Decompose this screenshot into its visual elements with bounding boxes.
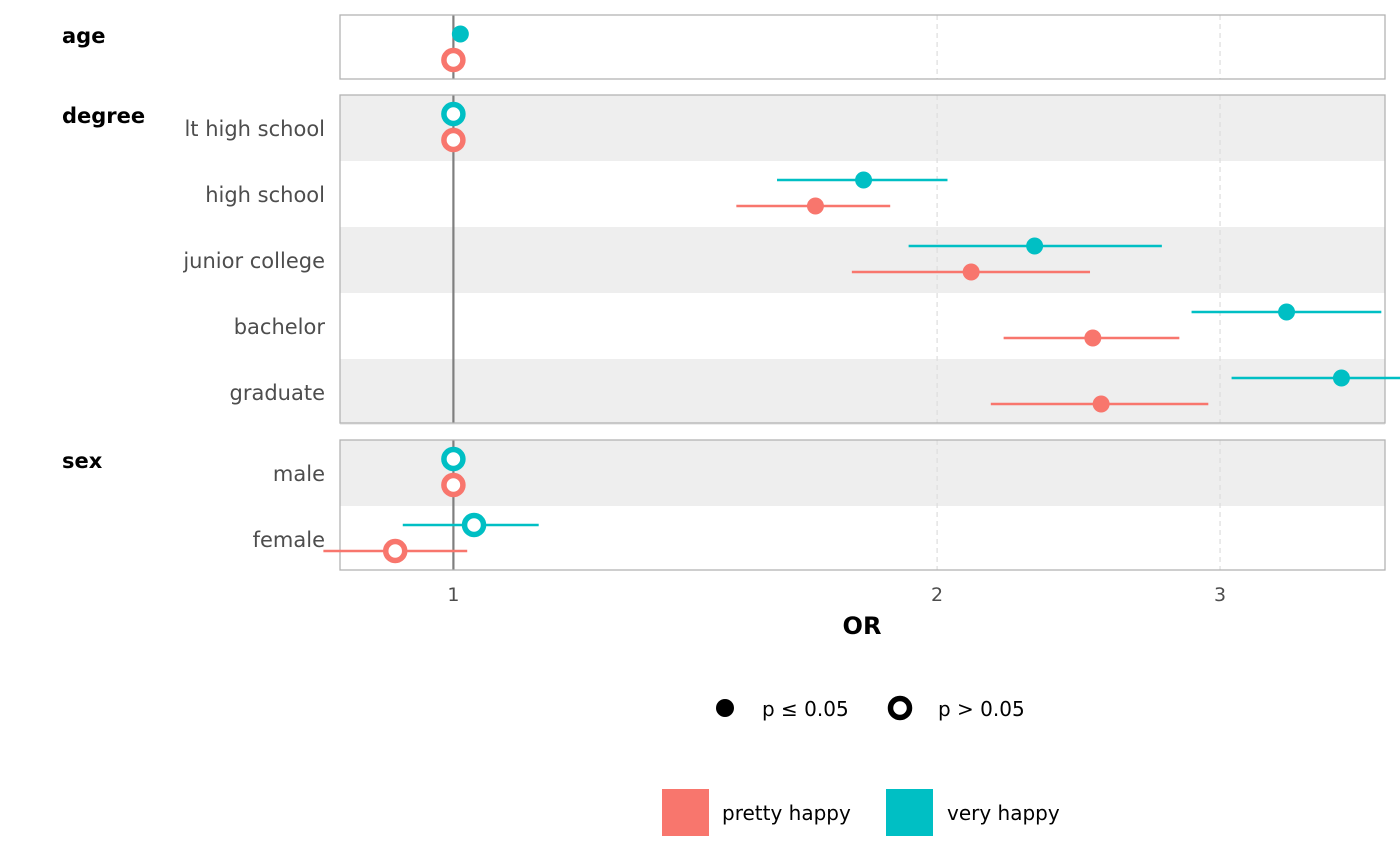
row-stripe xyxy=(340,95,1385,161)
row-stripe xyxy=(340,440,1385,506)
panel-border xyxy=(339,94,1386,424)
point-age-pretty-happy xyxy=(441,47,466,73)
x-tick-label: 1 xyxy=(447,584,459,606)
x-axis: OR 1 2 3 xyxy=(447,584,1226,640)
point-filled xyxy=(1092,395,1110,413)
point-degree-graduate-pretty-happy xyxy=(990,395,1209,413)
row-stripe xyxy=(340,227,1385,293)
x-tick-label: 2 xyxy=(931,584,943,606)
point-open xyxy=(441,127,466,153)
point-open xyxy=(441,446,466,472)
shape-legend-label: p > 0.05 xyxy=(938,697,1025,721)
point-filled xyxy=(962,263,980,281)
panel-degree: degree lt high school high school junior co… xyxy=(62,94,1386,425)
panel-age: age xyxy=(62,14,1386,80)
point-sex-female-very-happy xyxy=(402,512,539,538)
variable-label: sex xyxy=(62,449,103,473)
color-legend-label: very happy xyxy=(947,801,1060,825)
point-sex-male-very-happy xyxy=(441,446,466,472)
point-filled xyxy=(1084,329,1102,347)
color-legend-label: pretty happy xyxy=(722,801,851,825)
level-label: high school xyxy=(205,183,325,207)
panel-border xyxy=(339,14,1386,80)
row-stripe xyxy=(340,359,1385,425)
point-open xyxy=(441,47,466,73)
plot-marks xyxy=(323,25,1400,564)
panel-sex: sex male female xyxy=(62,439,1386,571)
point-sex-female-pretty-happy xyxy=(323,538,468,564)
point-degree-junior-college-pretty-happy xyxy=(851,263,1091,281)
point-degree-graduate-very-happy xyxy=(1231,369,1400,387)
variable-label: degree xyxy=(62,104,145,128)
plot-panels: age degree lt high school high school junior… xyxy=(62,14,1386,571)
legend-swatch xyxy=(886,789,933,836)
point-filled xyxy=(1278,303,1296,321)
level-label: bachelor xyxy=(234,315,326,339)
legend-filled-circle xyxy=(716,699,734,717)
point-filled xyxy=(1332,369,1350,387)
variable-label: age xyxy=(62,24,105,48)
panel-border xyxy=(339,439,1386,571)
level-label: male xyxy=(273,462,325,486)
color-legend-item: pretty happy xyxy=(662,789,851,836)
shape-legend: p ≤ 0.05 p > 0.05 xyxy=(716,695,1025,721)
point-open xyxy=(461,512,487,538)
color-legend-item: very happy xyxy=(886,789,1060,836)
level-label: graduate xyxy=(230,381,326,405)
point-degree-lt-high-school-pretty-happy xyxy=(441,127,466,153)
point-filled xyxy=(855,171,873,189)
shape-legend-item: p ≤ 0.05 xyxy=(716,697,849,721)
level-label: junior college xyxy=(182,249,325,273)
point-degree-bachelor-very-happy xyxy=(1191,303,1382,321)
point-degree-lt-high-school-very-happy xyxy=(441,101,466,127)
point-open xyxy=(382,538,408,564)
point-degree-junior-college-very-happy xyxy=(908,237,1162,255)
point-degree-bachelor-pretty-happy xyxy=(1003,329,1180,347)
point-degree-high-school-very-happy xyxy=(777,171,948,189)
color-legend: pretty happy very happy xyxy=(662,789,1060,836)
point-age-very-happy xyxy=(451,25,469,43)
point-filled xyxy=(1026,237,1044,255)
legend-swatch xyxy=(662,789,709,836)
point-filled xyxy=(451,25,469,43)
level-label: female xyxy=(253,528,325,552)
level-label: lt high school xyxy=(184,117,325,141)
point-filled xyxy=(806,197,824,215)
legend-open-circle xyxy=(887,695,913,721)
point-open xyxy=(441,472,466,498)
point-degree-high-school-pretty-happy xyxy=(736,197,891,215)
shape-legend-item: p > 0.05 xyxy=(887,695,1025,721)
x-axis-title: OR xyxy=(843,612,882,640)
point-sex-male-pretty-happy xyxy=(441,472,466,498)
x-tick-label: 3 xyxy=(1214,584,1226,606)
point-open xyxy=(441,101,466,127)
shape-legend-label: p ≤ 0.05 xyxy=(762,697,849,721)
